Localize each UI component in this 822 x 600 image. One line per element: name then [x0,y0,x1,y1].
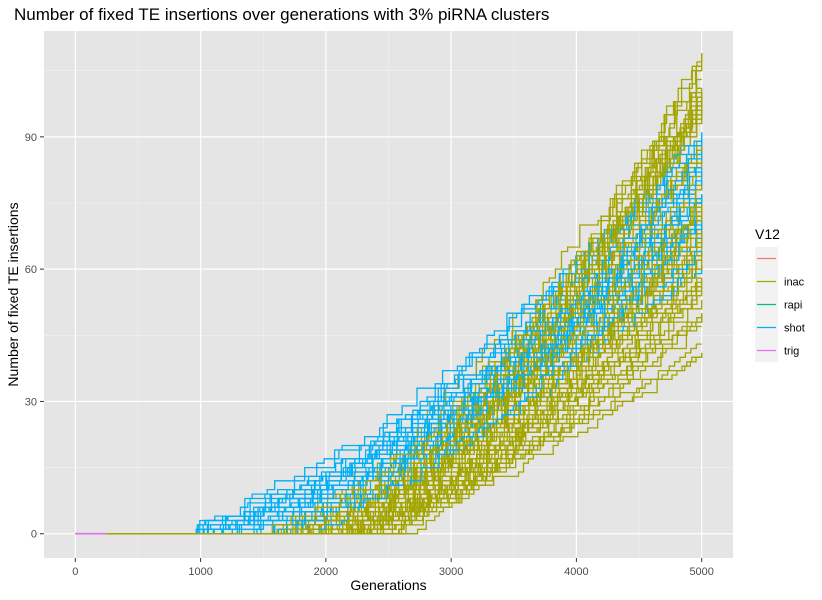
legend-label: rapi [784,300,802,312]
x-tick-label: 3000 [439,566,463,578]
y-axis-title: Number of fixed TE insertions [5,202,21,386]
y-tick-label: 60 [25,264,37,276]
y-tick-label: 30 [25,396,37,408]
line-shot [75,167,702,535]
line-shot [75,225,703,535]
x-tick-label: 5000 [689,566,713,578]
y-tick-label: 0 [31,529,37,541]
x-tick-label: 4000 [564,566,588,578]
line-inac [75,185,703,535]
line-inac [75,65,702,535]
line-shot [75,215,702,535]
legend-title: V12 [755,226,780,242]
x-tick-label: 0 [72,566,78,578]
series-lines [75,53,703,535]
line-inac [75,343,702,535]
line-inac [75,268,702,535]
line-inac [75,53,703,535]
line-inac [75,180,703,535]
legend-label: trig [784,346,799,358]
y-tick-label: 90 [25,132,37,144]
legend-label: inac [784,277,805,289]
x-axis-title: Generations [350,577,426,593]
y-axis: 0 30 60 90 [25,132,44,541]
x-tick-label: 2000 [314,566,338,578]
line-inac [75,110,703,535]
line-shot [75,198,703,535]
line-inac [75,65,702,535]
line-shot [75,140,702,535]
x-axis: 0 1000 2000 3000 4000 5000 [72,558,714,578]
line-inac [75,96,702,535]
line-shot [75,132,703,535]
legend-label: shot [784,323,805,335]
line-inac [75,211,703,535]
line-inac [75,277,702,535]
chart-title: Number of fixed TE insertions over gener… [14,5,549,24]
line-inac [75,300,703,535]
legend: V12 inac rapi shot trig [755,226,805,362]
line-inac [75,352,703,535]
x-tick-label: 1000 [188,566,212,578]
